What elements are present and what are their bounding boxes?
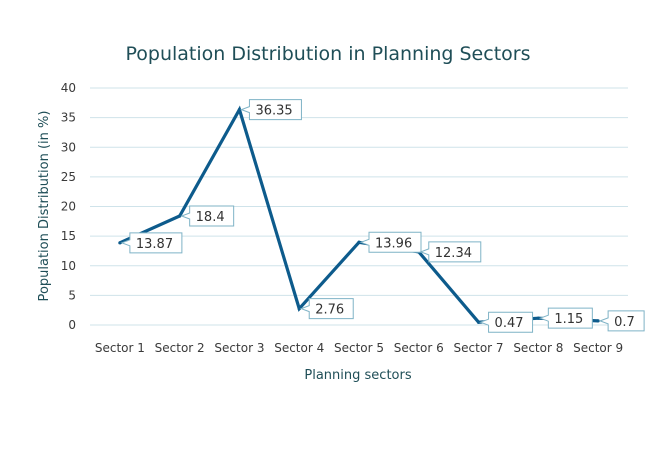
data-label: 13.87 bbox=[136, 237, 173, 252]
data-labels: 13.87 18.4 36.35 2.76 13.96 12.34 0.47 1.15 0.7 bbox=[120, 99, 645, 333]
y-tick-label: 10 bbox=[61, 259, 76, 273]
data-label: 18.4 bbox=[196, 210, 225, 225]
chart-title: Population Distribution in Planning Sect… bbox=[126, 43, 531, 65]
data-point bbox=[596, 319, 600, 323]
data-label-callout: 13.96 bbox=[359, 231, 422, 253]
data-point bbox=[237, 108, 242, 112]
data-label-callout: 12.34 bbox=[419, 241, 482, 263]
data-label-callout: 0.7 bbox=[598, 310, 645, 332]
y-tick-label: 5 bbox=[68, 288, 76, 302]
y-axis-ticks: 0 5 10 15 20 25 30 35 40 bbox=[61, 81, 76, 332]
x-axis-ticks: Sector 1 Sector 2 Sector 3 Sector 4 Sector 5… bbox=[95, 341, 623, 355]
data-label: 36.35 bbox=[255, 104, 292, 119]
data-label-callout: 1.15 bbox=[538, 307, 593, 329]
data-point bbox=[118, 241, 122, 245]
data-label: 13.96 bbox=[375, 236, 412, 251]
data-point bbox=[297, 307, 301, 311]
y-tick-label: 40 bbox=[61, 81, 76, 95]
data-label: 2.76 bbox=[315, 303, 344, 318]
x-tick-label: Sector 1 bbox=[95, 341, 145, 355]
chart-area bbox=[12, 22, 632, 407]
data-label: 0.47 bbox=[495, 316, 524, 331]
data-point bbox=[178, 214, 182, 218]
x-tick-label: Sector 5 bbox=[334, 341, 384, 355]
data-point bbox=[357, 240, 361, 244]
y-tick-label: 15 bbox=[61, 229, 76, 243]
x-tick-label: Sector 9 bbox=[573, 341, 623, 355]
y-tick-label: 35 bbox=[61, 111, 76, 125]
y-tick-label: 20 bbox=[61, 200, 76, 214]
x-tick-label: Sector 4 bbox=[274, 341, 324, 355]
y-tick-label: 30 bbox=[61, 140, 76, 154]
data-label-callout: 36.35 bbox=[240, 99, 302, 121]
data-label-callout: 18.4 bbox=[180, 205, 235, 227]
data-label-callout: 0.47 bbox=[479, 311, 534, 333]
y-axis-title: Population Distribution (in %) bbox=[37, 111, 52, 302]
x-tick-label: Sector 7 bbox=[454, 341, 504, 355]
x-tick-label: Sector 2 bbox=[155, 341, 205, 355]
x-tick-label: Sector 3 bbox=[214, 341, 264, 355]
y-tick-label: 25 bbox=[61, 170, 76, 184]
data-point bbox=[476, 320, 481, 324]
x-tick-label: Sector 8 bbox=[513, 341, 563, 355]
data-label: 12.34 bbox=[435, 246, 472, 261]
x-axis-title: Planning sectors bbox=[304, 368, 411, 383]
data-point bbox=[536, 316, 540, 320]
data-label-callout: 2.76 bbox=[299, 298, 354, 320]
data-label-callout: 13.87 bbox=[120, 232, 183, 254]
x-tick-label: Sector 6 bbox=[394, 341, 444, 355]
data-label: 1.15 bbox=[554, 312, 583, 327]
data-label: 0.7 bbox=[614, 315, 635, 330]
y-tick-label: 0 bbox=[68, 318, 76, 332]
